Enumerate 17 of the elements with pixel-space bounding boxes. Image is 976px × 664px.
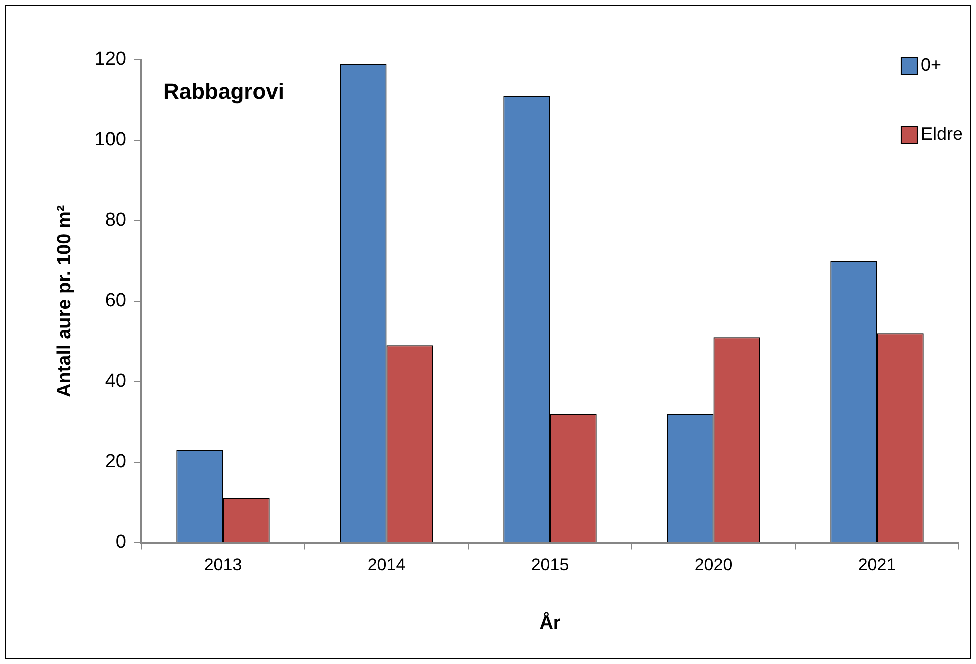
y-axis-title: Antall aure pr. 100 m² xyxy=(54,205,76,398)
x-tick-label: 2014 xyxy=(368,556,406,575)
legend-label: Eldre xyxy=(920,124,964,144)
text: Rabbagrovi xyxy=(164,79,285,104)
y-tick-label: 20 xyxy=(105,452,126,473)
y-tick-label: 120 xyxy=(94,49,126,70)
y-tick-label: 0 xyxy=(116,532,126,554)
y-tick-label: 60 xyxy=(105,290,126,312)
x-tick-label: 2020 xyxy=(694,556,733,575)
y-tick-label: 40 xyxy=(105,371,126,392)
x-tick-label: 2021 xyxy=(858,556,896,575)
y-tick-label: 100 xyxy=(94,130,126,151)
x-tick-label: 2013 xyxy=(204,556,242,575)
legend-label: 0+ xyxy=(920,54,942,75)
y-tick-label: 80 xyxy=(105,210,126,232)
x-axis-title: År xyxy=(540,612,562,634)
x-tick-label: 2015 xyxy=(531,556,570,575)
